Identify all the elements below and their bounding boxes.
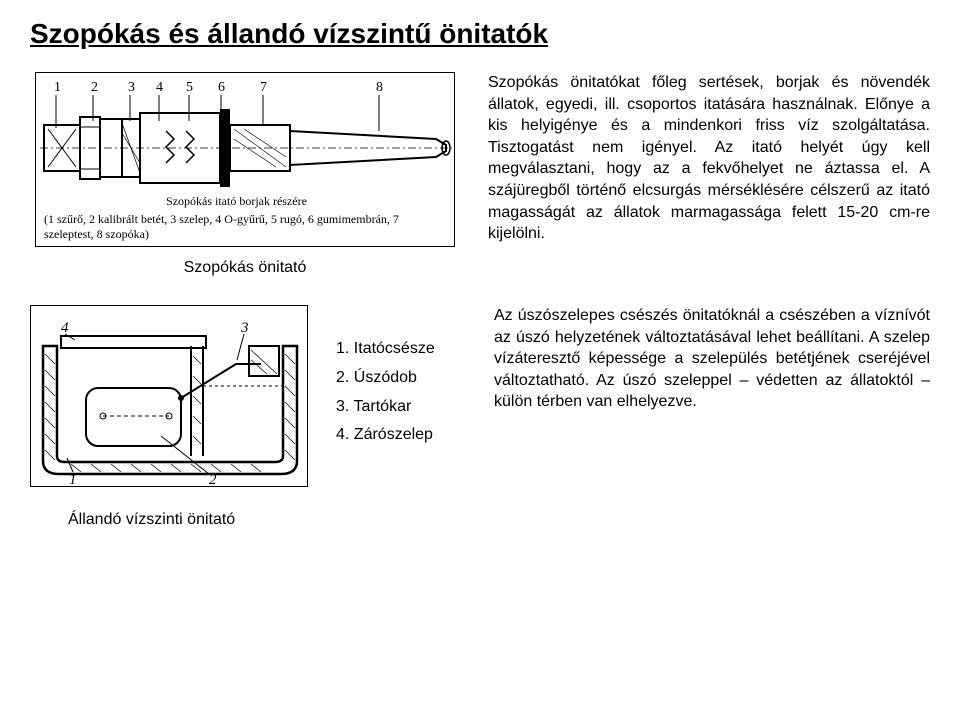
figure1-box: 1 2 3 4 5 6 7 8 — [35, 72, 455, 247]
fig1-num: 7 — [260, 80, 267, 95]
fig2-num: 1 — [69, 472, 77, 487]
fig2-num: 3 — [240, 320, 249, 336]
row-1: 1 2 3 4 5 6 7 8 — [30, 72, 930, 277]
legend-item: 1. Itatócsésze — [336, 335, 466, 364]
section1-column: Szopókás önitatókat főleg sertések, borj… — [488, 72, 930, 277]
legend-text: Tartókar — [354, 398, 412, 415]
fig2-num: 2 — [209, 472, 217, 487]
section1-text: Szopókás önitatókat főleg sertések, borj… — [488, 72, 930, 245]
figure2-legend: 1. Itatócsésze 2. Úszódob 3. Tartókar 4.… — [336, 305, 466, 487]
fig1-num: 2 — [91, 80, 98, 95]
figure2-label: Állandó vízszinti önitató — [68, 511, 930, 529]
fig1-num: 1 — [54, 80, 61, 95]
figure1-label: Szopókás önitató — [184, 259, 307, 277]
row-2: 4 3 1 2 1. Itatócsésze 2. Úszódob 3. Tar… — [30, 305, 930, 487]
figure2-column: 4 3 1 2 — [30, 305, 308, 487]
legend-text: Zárószelep — [354, 426, 433, 443]
legend-text: Úszódob — [354, 369, 417, 386]
fig2-num: 4 — [61, 320, 69, 336]
section2-text: Az úszószelepes csészés önitatóknál a cs… — [494, 305, 930, 413]
legend-text: Itatócsésze — [354, 340, 435, 357]
fig1-num: 3 — [128, 80, 135, 95]
fig1-caption-parts: (1 szűrő, 2 kalibrált betét, 3 szelep, 4… — [40, 212, 450, 242]
legend-num: 2. — [336, 369, 349, 386]
fig1-num: 6 — [218, 80, 225, 95]
fig1-num: 8 — [376, 80, 383, 95]
legend-num: 3. — [336, 398, 349, 415]
legend-num: 1. — [336, 340, 349, 357]
section2-column: Az úszószelepes csészés önitatóknál a cs… — [494, 305, 930, 487]
figure1-column: 1 2 3 4 5 6 7 8 — [30, 72, 460, 277]
figure2-svg: 4 3 1 2 — [31, 306, 308, 487]
page-title: Szopókás és állandó vízszintű önitatók — [30, 18, 930, 50]
legend-item: 3. Tartókar — [336, 393, 466, 422]
legend-num: 4. — [336, 426, 349, 443]
legend-item: 2. Úszódob — [336, 364, 466, 393]
legend-item: 4. Zárószelep — [336, 421, 466, 450]
fig1-num: 4 — [156, 80, 163, 95]
fig1-num: 5 — [186, 80, 193, 95]
figure2-box: 4 3 1 2 — [30, 305, 308, 487]
fig1-caption-title: Szopókás itató borjak részére — [166, 194, 307, 208]
